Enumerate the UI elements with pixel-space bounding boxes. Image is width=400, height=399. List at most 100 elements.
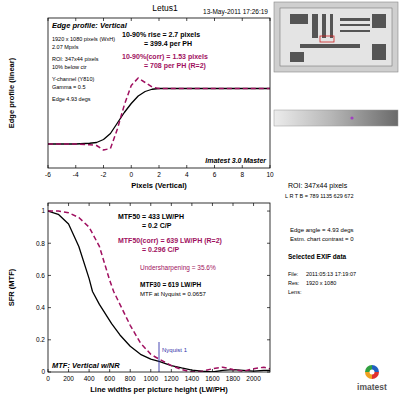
y-axis-title: SFR (MTF): [7, 268, 16, 306]
annotation: MTF50 = 433 LW/PH: [118, 213, 184, 220]
x-tick: [233, 203, 234, 206]
reference-label: Nyquist 1: [162, 347, 188, 353]
x-tick: [212, 203, 213, 206]
annotation: 10-90% rise = 2.7 pixels: [122, 31, 200, 39]
chart-root: Letus1-6-4-20246810Pixels (Vertical)Edge…: [0, 0, 400, 399]
x-tick: [242, 18, 243, 21]
exif-label: File:: [288, 271, 299, 277]
x-tick-label: 1000: [144, 375, 159, 382]
annotation: MTF30 = 619 LW/PH: [140, 281, 202, 288]
series-line: [48, 211, 270, 372]
thumbnail-pattern: [340, 30, 370, 32]
x-tick: [242, 165, 243, 168]
x-tick: [214, 18, 215, 21]
thumbnail-pattern: [300, 44, 360, 48]
x-tick-label: 2000: [246, 375, 261, 382]
edge-marker: [350, 116, 353, 119]
thumbnail-frame: [274, 2, 398, 72]
exif-value: 1920 x 1080: [306, 280, 336, 286]
annotation: 10% below ctr: [52, 64, 87, 70]
y-tick-label: 0.2: [36, 336, 45, 343]
x-tick: [171, 203, 172, 206]
x-tick: [159, 18, 160, 21]
annotation: 1920 x 1080 pixels (WxH): [52, 36, 115, 42]
y-tick: [48, 275, 51, 276]
y-tick: [267, 339, 270, 340]
thumbnail-pattern: [340, 24, 370, 26]
annotation: MTF at Nyquist = 0.0657: [140, 291, 207, 297]
thumbnail-pattern: [372, 14, 386, 28]
thumbnail-chart: [280, 8, 392, 66]
x-tick: [150, 369, 151, 372]
x-tick: [150, 203, 151, 206]
x-tick: [171, 369, 172, 372]
thumbnail-pattern: [330, 14, 333, 38]
x-tick-label: -4: [73, 171, 79, 178]
plot-data: [48, 211, 270, 372]
chart-title: Edge profile: Vertical: [52, 21, 128, 30]
x-tick: [130, 203, 131, 206]
x-tick-label: 1200: [164, 375, 179, 382]
x-tick-label: -6: [45, 171, 51, 178]
annotation: Edge 4.93 degs: [52, 96, 91, 102]
series-line: [48, 78, 270, 150]
thumbnail-pattern: [312, 14, 318, 38]
y-tick: [48, 339, 51, 340]
page-title: Letus1: [152, 3, 178, 13]
plot-background: [48, 18, 270, 168]
x-tick: [159, 165, 160, 168]
x-tick-label: 10: [266, 171, 274, 178]
y-tick: [267, 243, 270, 244]
exif-label: Lens:: [288, 289, 302, 295]
x-tick-label: 800: [125, 375, 136, 382]
series-line: [48, 89, 270, 145]
plot-frame: [48, 203, 270, 372]
thumbnail-pattern: [322, 14, 326, 38]
y-tick-label: 0.6: [36, 272, 45, 279]
thumbnail-pattern: [372, 44, 386, 60]
annotation: = 708 per PH (R=2): [144, 62, 206, 70]
x-tick-label: -2: [101, 171, 107, 178]
y-tick: [48, 243, 51, 244]
x-tick: [214, 165, 215, 168]
x-tick: [131, 165, 132, 168]
y-tick-label: 0.4: [36, 304, 45, 311]
x-tick: [253, 203, 254, 206]
x-tick-label: 6: [213, 171, 217, 178]
x-tick: [130, 369, 131, 372]
annotation: ROI: 347x44 pixels: [52, 56, 99, 62]
info-line: Estm. chart contrast = 0: [290, 236, 354, 242]
x-tick: [186, 18, 187, 21]
chart-title: MTF: Vertical w/NR: [52, 361, 120, 370]
chart-panel: 020040060080010001200140016001800200000.…: [7, 203, 270, 394]
x-tick-label: 8: [240, 171, 244, 178]
thumbnail: [274, 2, 398, 72]
lrtb-text: L R T B = 789 1135 629 672: [285, 193, 353, 199]
edge-thumbnail: [274, 110, 398, 126]
x-tick: [186, 165, 187, 168]
x-tick: [109, 203, 110, 206]
roi-text: ROI: 347x44 pixels: [288, 182, 348, 190]
annotation: = 399.4 per PH: [144, 40, 192, 48]
x-tick: [68, 203, 69, 206]
y-tick-label: 0.8: [36, 240, 45, 247]
y-tick: [267, 307, 270, 308]
series-line: [48, 211, 270, 372]
info-line: Edge angle = 4.93 degs: [290, 227, 354, 233]
annotation: = 0.2 C/P: [142, 222, 172, 229]
x-tick-label: 1600: [205, 375, 220, 382]
thumbnail-pattern: [290, 52, 304, 62]
x-tick-label: 2: [157, 171, 161, 178]
logo-text: imatest: [357, 382, 387, 392]
y-tick: [48, 307, 51, 308]
y-tick: [267, 211, 270, 212]
thumbnail-roi: [320, 36, 334, 42]
plot-background: [48, 203, 270, 372]
logo: imatest: [357, 365, 387, 392]
annotation: 2.07 Mpxls: [52, 44, 79, 50]
annotation: MTF50(corr) = 639 LW/PH (R=2): [118, 237, 222, 245]
x-tick: [191, 203, 192, 206]
annotation: 10-90%(corr) = 1.53 pixels: [122, 53, 208, 61]
x-axis-title: Line widths per picture height (LW/PH): [90, 385, 228, 394]
plot-frame: [48, 18, 270, 168]
